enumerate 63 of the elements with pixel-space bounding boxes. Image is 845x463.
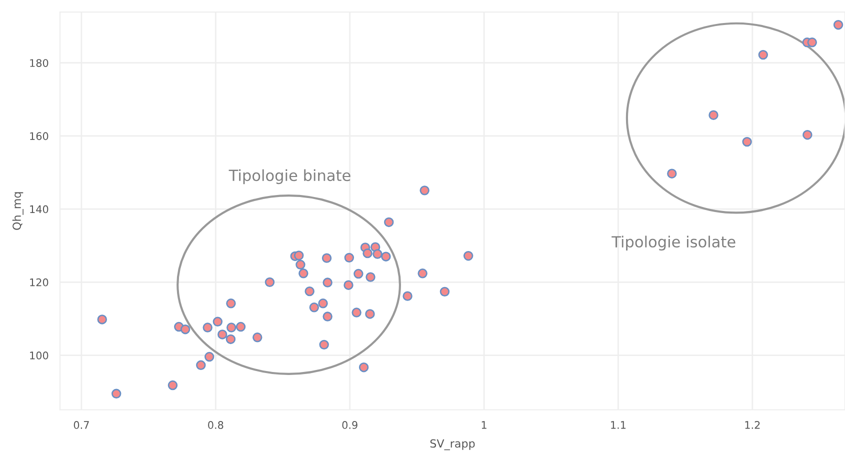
point — [322, 253, 332, 263]
point — [252, 332, 262, 342]
point — [226, 298, 236, 308]
point — [318, 298, 328, 308]
point — [319, 340, 329, 350]
point — [97, 314, 107, 324]
point — [344, 280, 354, 290]
y-tick-label: 100 — [30, 352, 48, 360]
point — [354, 268, 364, 279]
x-tick-label: 0.9 — [342, 421, 358, 429]
point — [298, 268, 308, 278]
point — [758, 50, 768, 60]
point — [402, 291, 412, 301]
x-axis-title: SV_rapp — [430, 439, 475, 450]
point — [180, 324, 190, 334]
annotation: Tipologie binate — [228, 169, 350, 184]
point — [264, 277, 275, 288]
point — [802, 130, 812, 140]
y-tick-label: 140 — [30, 205, 48, 214]
point — [366, 272, 376, 282]
point — [296, 260, 306, 270]
x-tick-label: 0.8 — [208, 421, 224, 429]
point — [226, 334, 236, 344]
point — [440, 286, 450, 297]
point — [708, 110, 718, 120]
point — [420, 186, 430, 196]
point — [384, 217, 394, 228]
point — [111, 388, 122, 399]
point — [294, 250, 304, 260]
y-tick-label: 180 — [30, 59, 48, 67]
point — [352, 308, 362, 318]
point — [344, 252, 354, 263]
point — [372, 249, 382, 259]
annotation: Tipologie isolate — [612, 236, 736, 251]
point — [218, 330, 228, 340]
point — [742, 136, 752, 147]
point — [418, 268, 428, 278]
point — [204, 352, 214, 362]
point — [362, 248, 372, 258]
x-tick-label: 0.7 — [74, 421, 89, 429]
y-tick-label: 160 — [30, 132, 48, 140]
point — [833, 20, 844, 30]
point — [463, 250, 474, 261]
point — [304, 286, 314, 296]
point — [807, 38, 817, 48]
point — [667, 168, 677, 178]
point — [202, 322, 212, 332]
x-tick-label: 1.2 — [745, 421, 760, 429]
y-axis-title: Qh_mq — [12, 192, 24, 230]
y-tick-label: 120 — [30, 278, 48, 286]
point — [358, 362, 369, 372]
x-tick-label: 1 — [482, 421, 486, 429]
point — [226, 322, 236, 332]
point — [365, 309, 375, 319]
point — [168, 380, 178, 390]
point — [196, 360, 206, 370]
point — [322, 312, 332, 322]
x-tick-label: 1.1 — [611, 421, 626, 429]
point — [212, 316, 223, 327]
point — [236, 322, 246, 332]
point — [381, 252, 391, 262]
point — [322, 278, 332, 288]
point — [309, 302, 320, 312]
